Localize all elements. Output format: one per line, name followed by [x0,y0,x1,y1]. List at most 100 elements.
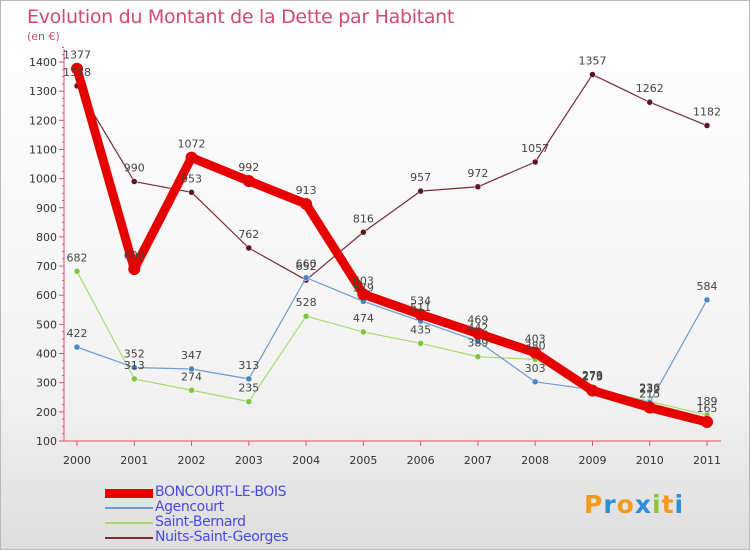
data-point [471,327,484,340]
data-label: 652 [296,260,317,273]
data-point [242,174,255,187]
proxiti-logo: Proxiti [584,490,684,519]
data-point [531,158,539,166]
data-point [71,62,83,75]
data-point [357,288,370,301]
x-tick-label: 2011 [693,454,721,467]
x-tick-label: 2007 [464,454,492,467]
data-label: 469 [467,313,488,326]
data-label: 442 [467,321,488,334]
x-tick-label: 2005 [349,454,377,467]
data-label: 660 [296,258,317,271]
data-point [360,229,367,236]
data-label: 215 [639,387,660,400]
data-label: 579 [353,281,374,294]
data-label: 1182 [693,106,721,119]
legend-swatch [105,507,153,509]
data-point [300,197,313,210]
data-point [529,346,542,359]
data-point [245,375,253,383]
data-point [131,364,138,371]
data-label: 380 [525,339,546,352]
data-label: 990 [124,162,145,175]
data-point [131,375,138,383]
y-tick-label: 300 [36,377,57,390]
data-label: 690 [124,249,145,262]
data-label: 422 [67,327,88,340]
data-point [131,178,138,185]
x-tick-label: 2010 [636,454,664,467]
data-point [643,401,656,414]
y-tick-label: 100 [36,435,57,448]
y-tick-label: 800 [36,231,57,244]
data-label: 534 [410,294,431,307]
data-label: 435 [410,323,431,336]
data-point [188,365,195,373]
data-label: 584 [697,280,718,293]
data-point [188,387,195,394]
data-label: 1357 [578,55,606,68]
data-label: 303 [525,362,546,375]
x-tick-label: 2004 [292,454,320,467]
y-tick-label: 700 [36,260,57,273]
data-point [701,416,713,429]
logo-letter: P [584,490,604,519]
data-point [703,296,711,304]
data-label: 165 [697,402,718,415]
data-label: 816 [353,212,374,225]
chart-title: Evolution du Montant de la Dette par Hab… [27,6,455,28]
y-tick-label: 600 [36,289,57,302]
legend-label: Nuits-Saint-Georges [155,529,289,545]
data-point [188,189,195,196]
data-point [417,340,424,347]
y-tick-label: 1200 [29,114,57,127]
data-label: 273 [582,371,603,384]
data-point [360,328,367,336]
legend-label: Agencourt [155,499,224,515]
x-tick-label: 2003 [235,454,263,467]
x-tick-label: 2009 [578,454,606,467]
data-point [474,353,482,360]
y-tick-label: 500 [36,318,57,331]
data-label: 1318 [63,66,91,79]
data-label: 352 [124,348,145,361]
data-label: 474 [353,312,374,325]
data-point [73,343,81,351]
y-tick-label: 200 [36,406,57,419]
y-tick-label: 1100 [29,143,57,156]
data-label: 1262 [636,82,664,95]
y-tick-label: 400 [36,348,57,361]
data-label: 913 [296,184,317,197]
data-label: 957 [410,171,431,184]
y-tick-label: 1400 [29,56,57,69]
x-tick-label: 2001 [120,454,148,467]
x-tick-label: 2008 [521,454,549,467]
data-point [245,244,253,252]
x-tick-label: 2006 [407,454,435,467]
data-label: 762 [238,228,259,241]
data-label: 953 [181,172,202,185]
y-tick-label: 900 [36,202,57,215]
y-tick-label: 1300 [29,85,57,98]
data-label: 389 [467,337,488,350]
data-point [185,151,198,164]
data-label: 603 [353,274,374,287]
data-label: 313 [124,359,145,372]
data-point [73,268,81,275]
data-label: 1057 [521,142,549,155]
data-label: 274 [181,370,202,383]
logo-letter: i [674,490,685,519]
data-point [414,308,427,321]
logo-letter: i [652,490,662,519]
data-label: 992 [238,161,259,174]
data-point [531,378,539,386]
data-label: 972 [467,167,488,180]
logo-letter: o [616,490,635,519]
data-point [646,98,653,106]
legend-label: BONCOURT-LE-BOIS [155,484,287,500]
series-line-1 [76,277,708,404]
data-point [245,398,253,405]
legend-swatch [105,522,153,524]
